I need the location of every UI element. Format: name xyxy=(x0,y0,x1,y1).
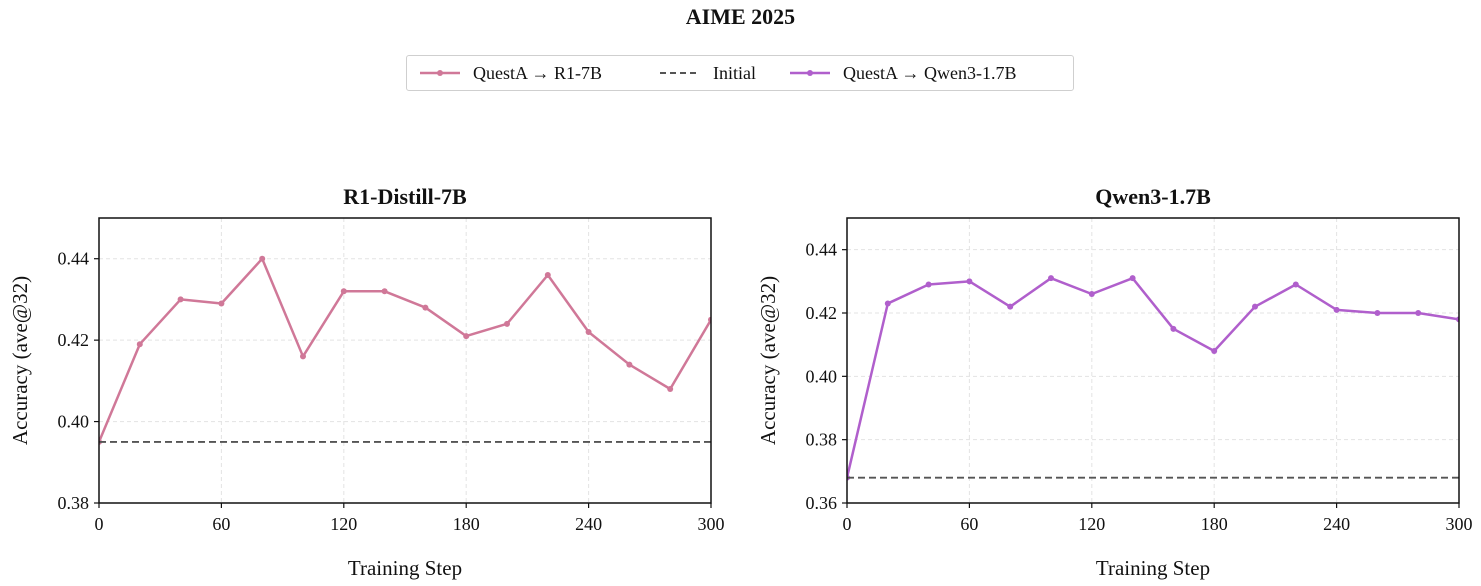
data-point-12 xyxy=(1333,306,1340,313)
series-group xyxy=(847,275,1459,481)
legend-item-initial: Initial xyxy=(659,56,756,90)
subplot-title: Qwen3-1.7B xyxy=(1095,184,1211,209)
series-group xyxy=(99,255,711,445)
y-axis-label: Accuracy (ave@32) xyxy=(756,276,780,445)
x-tick-label-0: 0 xyxy=(95,514,104,534)
legend-item-qwen: QuestA → Qwen3-1.7B xyxy=(789,56,1017,90)
data-point-8 xyxy=(422,304,429,311)
data-point-14 xyxy=(1415,310,1422,316)
data-point-5 xyxy=(1048,275,1054,282)
y-tick-label-3: 0.42 xyxy=(806,303,838,323)
data-point-7 xyxy=(381,288,388,295)
data-point-11 xyxy=(544,272,551,278)
data-point-3 xyxy=(218,300,225,307)
y-tick-label-0: 0.36 xyxy=(806,493,838,513)
subplot-2: 0 60 120 180 240 300 0.36 0.38 0.40 0.42 0.44 Qwen3… xyxy=(756,184,1473,580)
data-point-8 xyxy=(1170,325,1177,332)
series-line xyxy=(847,276,1459,478)
legend-label-r1: QuestA → R1-7B xyxy=(473,62,603,83)
data-point-2 xyxy=(925,281,932,288)
data-point-13 xyxy=(1374,310,1381,316)
y-tick-label-1: 0.40 xyxy=(58,412,90,432)
series-line xyxy=(99,257,711,443)
x-tick-label-0: 0 xyxy=(843,514,852,534)
data-point-6 xyxy=(1088,291,1095,297)
data-point-14 xyxy=(667,386,674,392)
data-point-10 xyxy=(1252,303,1258,310)
x-tick-label-4: 240 xyxy=(575,514,602,534)
x-axis-label: Training Step xyxy=(348,556,462,580)
x-tick-label-1: 60 xyxy=(960,514,978,534)
data-point-13 xyxy=(626,361,633,368)
axes-frame xyxy=(98,217,712,504)
y-tick-label-3: 0.44 xyxy=(58,249,90,269)
legend-swatch-r1 xyxy=(420,70,460,76)
legend: QuestA → R1-7B Initial QuestA → Qwen3-1.… xyxy=(406,55,1074,91)
y-tick-label-2: 0.42 xyxy=(58,330,90,350)
y-axis-label: Accuracy (ave@32) xyxy=(8,276,32,445)
x-tick-label-3: 180 xyxy=(1201,514,1228,534)
subplot-title: R1-Distill-7B xyxy=(343,184,467,209)
data-point-7 xyxy=(1129,275,1136,282)
y-tick-label-4: 0.44 xyxy=(806,240,838,260)
data-point-3 xyxy=(966,278,973,285)
legend-swatch-qwen xyxy=(790,70,830,76)
figure-suptitle: AIME 2025 xyxy=(685,4,796,29)
x-tick-label-4: 240 xyxy=(1323,514,1350,534)
axes-frame xyxy=(846,217,1460,504)
y-tick-label-0: 0.38 xyxy=(58,493,90,513)
data-point-9 xyxy=(1211,348,1218,354)
data-point-6 xyxy=(340,288,347,295)
x-tick-label-2: 120 xyxy=(1078,514,1105,534)
y-tick-label-1: 0.38 xyxy=(806,430,838,450)
x-tick-label-5: 300 xyxy=(698,514,725,534)
x-tick-label-5: 300 xyxy=(1446,514,1473,534)
data-point-1 xyxy=(884,300,891,307)
data-point-9 xyxy=(463,333,470,340)
legend-label-initial: Initial xyxy=(713,62,756,83)
x-tick-label-3: 180 xyxy=(453,514,480,534)
data-point-1 xyxy=(136,341,143,348)
legend-item-r1: QuestA → R1-7B xyxy=(419,56,602,90)
data-point-10 xyxy=(504,320,510,327)
subplot-1: 0 60 120 180 240 300 0.38 0.40 0.42 0.44 R1-Distil… xyxy=(8,184,725,580)
data-point-4 xyxy=(259,255,266,262)
x-tick-label-1: 60 xyxy=(212,514,230,534)
legend-swatch-initial xyxy=(660,72,700,74)
y-tick-label-2: 0.40 xyxy=(806,366,838,386)
data-point-12 xyxy=(585,329,592,335)
x-tick-label-2: 120 xyxy=(330,514,357,534)
data-point-4 xyxy=(1007,303,1014,310)
x-axis-label: Training Step xyxy=(1096,556,1210,580)
data-point-2 xyxy=(177,296,184,303)
data-point-11 xyxy=(1292,281,1299,288)
data-point-5 xyxy=(300,353,306,360)
legend-label-qwen: QuestA → Qwen3-1.7B xyxy=(843,62,1017,83)
